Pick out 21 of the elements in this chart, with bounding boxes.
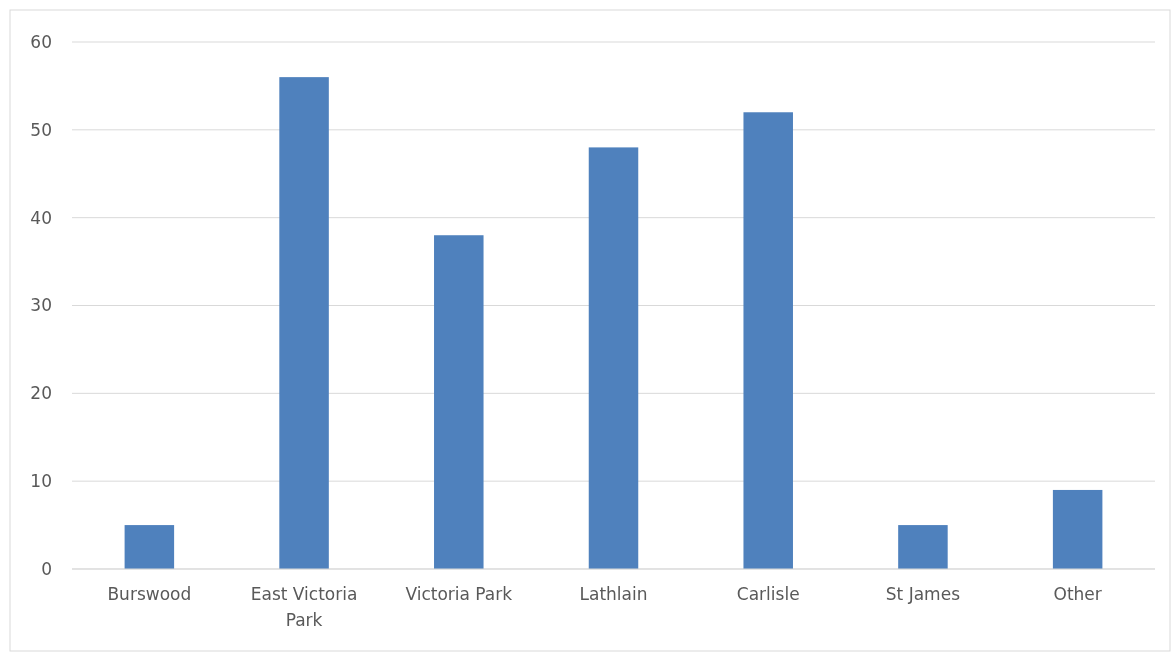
- bar: [434, 235, 484, 569]
- bar: [898, 525, 948, 569]
- x-tick-label: Other: [1053, 584, 1102, 604]
- x-tick-label: Lathlain: [579, 584, 648, 604]
- y-tick-label: 50: [30, 119, 52, 140]
- x-tick-label: Victoria Park: [405, 584, 513, 604]
- x-tick-label: St James: [885, 584, 961, 604]
- bar: [124, 525, 175, 569]
- x-tick-label: East Victoria Park: [250, 584, 358, 630]
- y-tick-label: 30: [30, 295, 52, 316]
- y-tick-label: 0: [41, 558, 52, 579]
- y-tick-label: 20: [30, 383, 52, 404]
- y-tick-label: 40: [30, 207, 52, 228]
- bar: [279, 77, 329, 569]
- y-tick-label: 60: [30, 31, 52, 52]
- bar: [1052, 489, 1103, 569]
- x-tick-label: Carlisle: [736, 584, 800, 604]
- y-tick-label: 10: [30, 471, 52, 492]
- bar: [743, 112, 793, 569]
- bar: [588, 147, 639, 569]
- x-tick-label: Burswood: [107, 584, 192, 604]
